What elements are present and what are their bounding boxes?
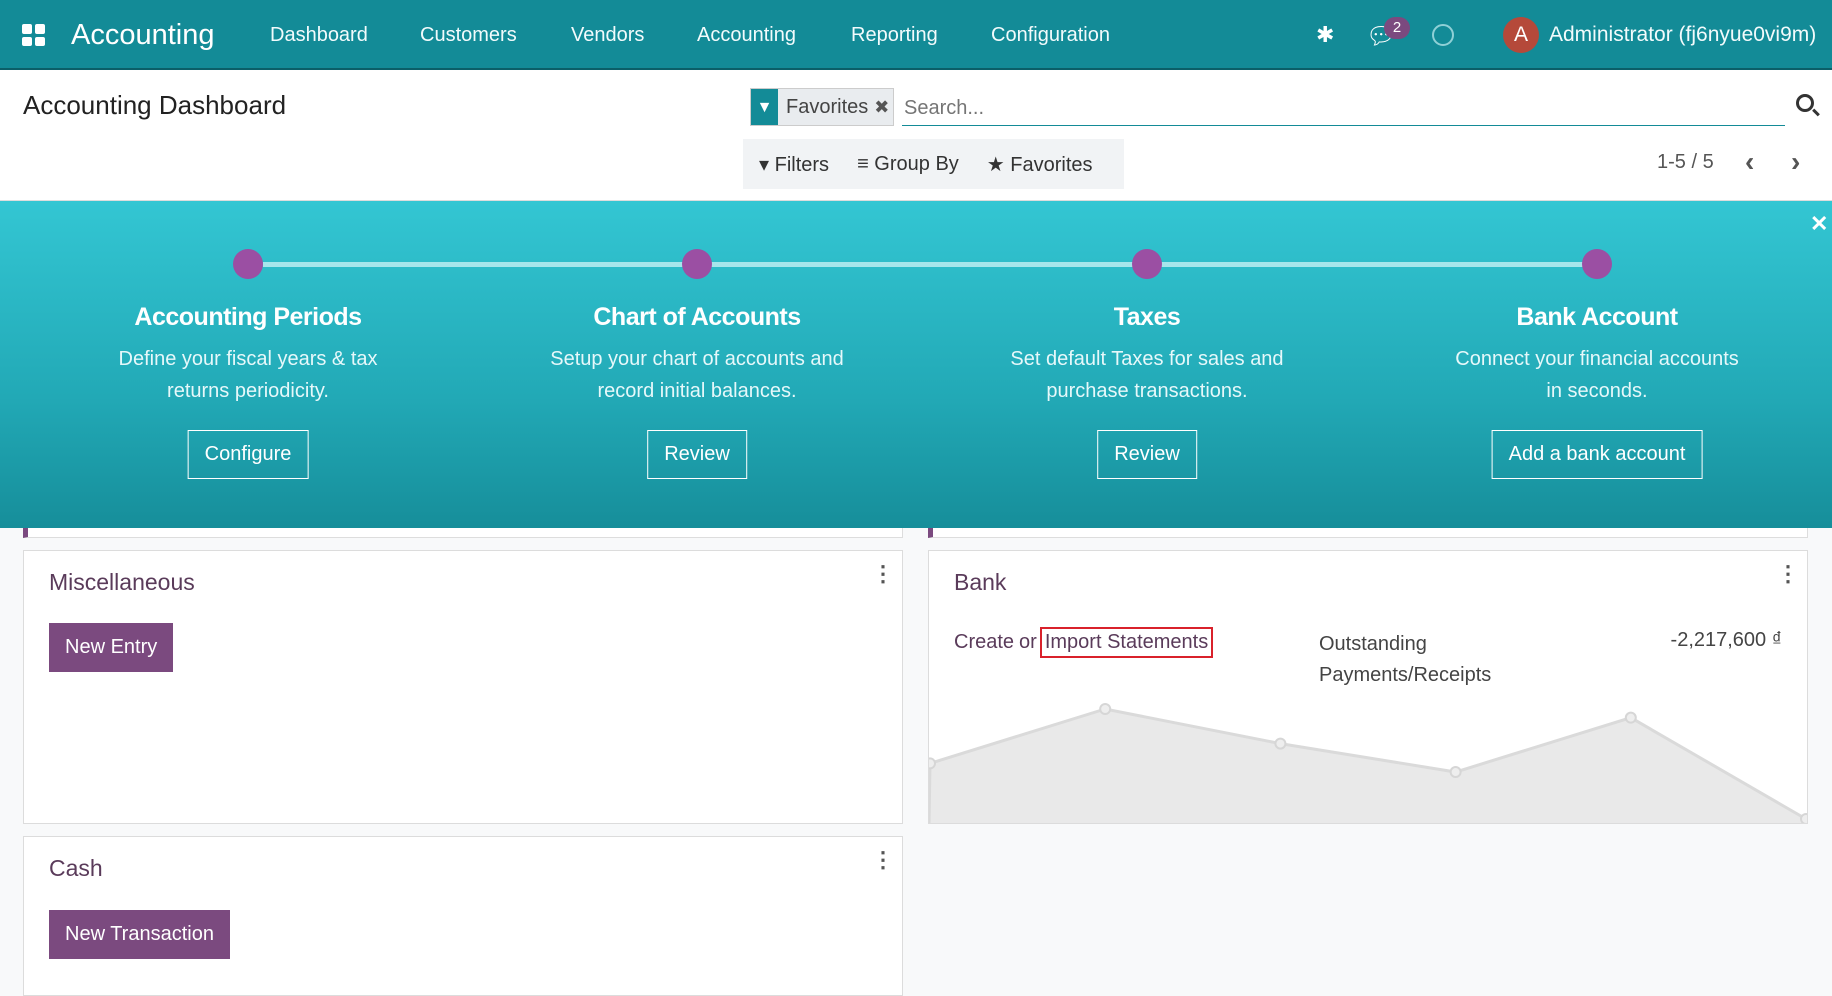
card-title[interactable]: Miscellaneous: [49, 569, 195, 595]
new-entry-button[interactable]: New Entry: [49, 623, 174, 672]
pager-value[interactable]: 1-5 / 5: [1657, 151, 1714, 173]
create-link[interactable]: Create: [954, 631, 1015, 653]
search-icon[interactable]: [1796, 94, 1820, 117]
step-desc-line1: Define your fiscal years & tax: [118, 348, 378, 370]
search-input[interactable]: [902, 92, 1785, 126]
menu-configuration[interactable]: Configuration: [991, 24, 1110, 46]
card-title[interactable]: Bank: [954, 569, 1007, 595]
step-dot: [1582, 249, 1612, 279]
step-description: Set default Taxes for sales and purchase…: [937, 343, 1357, 407]
clock-icon[interactable]: [1432, 24, 1454, 46]
step-title-accounting-periods: Accounting Periods: [134, 303, 362, 331]
step-dot: [233, 249, 263, 279]
bank-actions: Create or Import Statements: [954, 627, 1214, 658]
graph-point: [1449, 766, 1462, 779]
step-title-chart-of-accounts: Chart of Accounts: [593, 303, 801, 331]
search-options: ▾ Filters ≡ Group By ★ Favorites: [743, 139, 1124, 189]
user-menu[interactable]: Administrator (fj6nyue0vi9m): [1549, 23, 1817, 46]
outstanding-amount[interactable]: -2,217,600 ₫: [1670, 629, 1782, 651]
menu-vendors[interactable]: Vendors: [571, 24, 645, 46]
avatar[interactable]: A: [1503, 17, 1539, 53]
favorites-button[interactable]: ★ Favorites: [986, 153, 1093, 176]
outstanding-line2: Payments/Receipts: [1319, 664, 1492, 686]
step-desc-line2: purchase transactions.: [1046, 380, 1248, 402]
kebab-menu-icon[interactable]: ⋮: [872, 561, 894, 586]
step-button-taxes[interactable]: Review: [1097, 430, 1197, 479]
page-title: Accounting Dashboard: [23, 90, 287, 120]
menu-reporting[interactable]: Reporting: [851, 24, 938, 46]
step-title-bank-account: Bank Account: [1516, 303, 1678, 331]
banner-close-icon[interactable]: ✕: [1810, 211, 1829, 236]
step-dot: [682, 249, 712, 279]
group-by-label: Group By: [874, 152, 959, 175]
new-transaction-button[interactable]: New Transaction: [49, 910, 230, 959]
step-description: Connect your financial accounts in secon…: [1387, 343, 1807, 407]
step-description: Define your fiscal years & tax returns p…: [38, 343, 458, 407]
search-facet: ▼ Favorites ✖: [750, 88, 895, 126]
pager-next-icon[interactable]: ›: [1791, 146, 1801, 177]
bank-balance-graph: [929, 703, 1807, 823]
favorites-label: Favorites: [1010, 153, 1093, 176]
step-desc-line1: Setup your chart of accounts and: [550, 348, 844, 370]
step-desc-line2: returns periodicity.: [167, 380, 329, 402]
journal-card-cash: Cash ⋮ New Transaction: [23, 836, 903, 996]
step-button-accounting-periods[interactable]: Configure: [187, 430, 309, 479]
app-grid-icon[interactable]: [22, 24, 46, 46]
step-button-chart-of-accounts[interactable]: Review: [647, 430, 747, 479]
step-desc-line1: Connect your financial accounts: [1455, 348, 1739, 370]
filter-icon: ▼: [751, 89, 778, 125]
step-title-taxes: Taxes: [1113, 303, 1181, 331]
group-by-button[interactable]: ≡ Group By: [857, 152, 959, 175]
control-panel: Accounting Dashboard ▼ Favorites ✖ ▾ Fil…: [0, 70, 1832, 201]
filters-label: Filters: [774, 153, 830, 176]
graph-point: [1800, 813, 1807, 823]
step-button-bank-account[interactable]: Add a bank account: [1491, 430, 1703, 479]
outstanding-label: Outstanding Payments/Receipts: [1319, 629, 1491, 691]
graph-area: [929, 707, 1807, 823]
graph-point: [1624, 711, 1637, 724]
app-name[interactable]: Accounting: [71, 19, 215, 51]
progress-line: [263, 262, 1597, 267]
onboarding-banner: ✕ Accounting Periods Define your fiscal …: [0, 201, 1832, 528]
filters-button[interactable]: ▾ Filters: [759, 153, 830, 176]
graph-point: [1274, 737, 1287, 750]
facet-label: Favorites: [786, 96, 869, 118]
pager-previous-icon[interactable]: ‹: [1745, 146, 1755, 177]
step-desc-line2: record initial balances.: [597, 380, 797, 402]
step-desc-line2: in seconds.: [1546, 380, 1648, 402]
top-navbar: Accounting Dashboard Customers Vendors A…: [0, 0, 1832, 70]
menu-customers[interactable]: Customers: [420, 24, 517, 46]
import-statements-link[interactable]: Import Statements: [1039, 627, 1214, 658]
or-text: or: [1019, 631, 1037, 653]
kebab-menu-icon[interactable]: ⋮: [1777, 561, 1799, 586]
menu-dashboard[interactable]: Dashboard: [270, 24, 368, 46]
menu-accounting[interactable]: Accounting: [697, 24, 796, 46]
card-title[interactable]: Cash: [49, 855, 103, 881]
bug-icon[interactable]: ✱: [1316, 22, 1335, 47]
message-count-badge: 2: [1384, 17, 1410, 39]
facet-remove-icon[interactable]: ✖: [874, 97, 890, 117]
outstanding-line1: Outstanding: [1319, 633, 1427, 655]
graph-point: [1099, 703, 1112, 715]
graph-point: [929, 757, 936, 770]
step-dot: [1132, 249, 1162, 279]
journal-card-bank: Bank ⋮ Create or Import Statements Outst…: [928, 550, 1808, 824]
journal-card-miscellaneous: Miscellaneous ⋮ New Entry: [23, 550, 903, 824]
kebab-menu-icon[interactable]: ⋮: [872, 847, 894, 872]
step-desc-line1: Set default Taxes for sales and: [1010, 348, 1284, 370]
step-description: Setup your chart of accounts and record …: [487, 343, 907, 407]
